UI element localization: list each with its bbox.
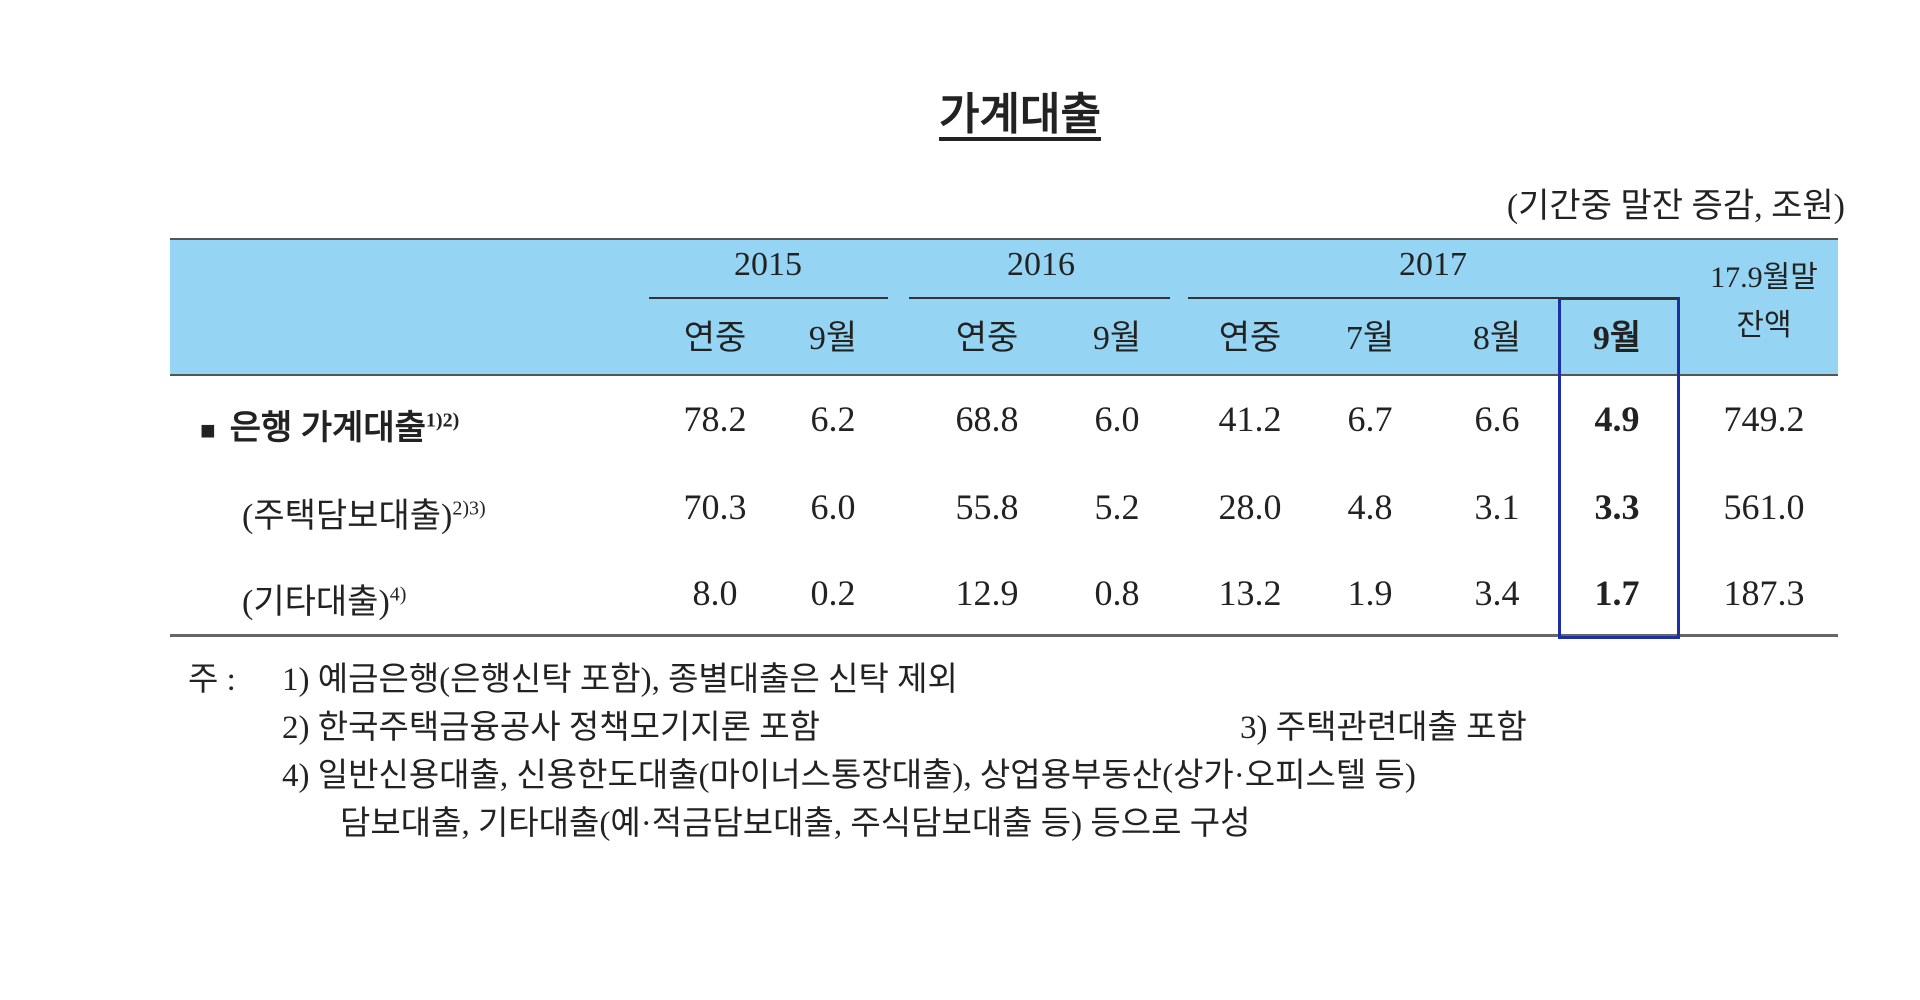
cell: 28.0 xyxy=(1218,487,1282,527)
sub-header: 9월 xyxy=(1592,320,1642,357)
cell: 3.4 xyxy=(1474,573,1520,613)
cell: 4.8 xyxy=(1347,487,1393,527)
sub-header: 연중 xyxy=(1218,320,1282,357)
footnote-ref: 2)3) xyxy=(452,497,486,520)
cell: 6.6 xyxy=(1474,399,1520,439)
cell: 561.0 xyxy=(1723,487,1805,527)
footnote-ref: 1)2) xyxy=(425,409,460,432)
cell: 6.0 xyxy=(1094,399,1140,439)
title: 가계대출 xyxy=(939,90,1101,139)
sub-header: 7월 xyxy=(1345,320,1395,357)
header-underline xyxy=(649,297,888,299)
bullet: ■ xyxy=(200,416,216,445)
cell: 68.8 xyxy=(955,399,1019,439)
label-text: 은행 가계대출 xyxy=(229,410,426,447)
sub-header: 9월 xyxy=(1092,320,1142,357)
balance-header: 17.9월말 xyxy=(1710,261,1818,294)
header-underline xyxy=(1188,297,1678,299)
row-label: (주택담보대출)2)3) xyxy=(242,488,486,537)
cell: 78.2 xyxy=(683,399,747,439)
cell: 187.3 xyxy=(1723,573,1805,613)
table-rule xyxy=(170,634,1838,637)
sub-header: 8월 xyxy=(1472,320,1522,357)
note: 3) 주택관련대출 포함 xyxy=(1240,710,1527,746)
sub-header: 9월 xyxy=(808,320,858,357)
row-label: (기타대출)4) xyxy=(242,574,406,623)
sub-header: 연중 xyxy=(683,320,747,357)
unit-note: (기간중 말잔 증감, 조원) xyxy=(1506,188,1845,225)
cell: 55.8 xyxy=(955,487,1019,527)
year-header: 2016 xyxy=(1007,246,1075,283)
cell: 0.2 xyxy=(810,573,856,613)
cell: 5.2 xyxy=(1094,487,1140,527)
cell: 1.7 xyxy=(1594,573,1640,613)
cell: 749.2 xyxy=(1723,399,1805,439)
cell: 70.3 xyxy=(683,487,747,527)
cell: 6.2 xyxy=(810,399,856,439)
cell: 6.7 xyxy=(1347,399,1393,439)
note: 4) 일반신용대출, 신용한도대출(마이너스통장대출), 상업용부동산(상가·오… xyxy=(282,758,1416,794)
cell: 4.9 xyxy=(1594,399,1640,439)
label-text: (주택담보대출) xyxy=(242,498,453,535)
cell: 12.9 xyxy=(955,573,1019,613)
cell: 8.0 xyxy=(692,573,738,613)
sub-header: 연중 xyxy=(955,320,1019,357)
year-header: 2017 xyxy=(1399,246,1467,283)
cell: 41.2 xyxy=(1218,399,1282,439)
cell: 3.3 xyxy=(1594,487,1640,527)
footnote-ref: 4) xyxy=(389,583,407,606)
cell: 6.0 xyxy=(810,487,856,527)
cell: 1.9 xyxy=(1347,573,1393,613)
note: 1) 예금은행(은행신탁 포함), 종별대출은 신탁 제외 xyxy=(282,662,958,698)
header-underline xyxy=(909,297,1170,299)
label-text: (기타대출) xyxy=(242,584,390,621)
cell: 0.8 xyxy=(1094,573,1140,613)
notes-prefix: 주 : xyxy=(188,662,236,698)
row-label: ■ 은행 가계대출1)2) xyxy=(200,400,459,449)
note: 2) 한국주택금융공사 정책모기지론 포함 xyxy=(282,710,820,746)
note: 담보대출, 기타대출(예·적금담보대출, 주식담보대출 등) 등으로 구성 xyxy=(340,806,1251,842)
cell: 13.2 xyxy=(1218,573,1282,613)
balance-header: 잔액 xyxy=(1736,309,1792,342)
year-header: 2015 xyxy=(734,246,802,283)
cell: 3.1 xyxy=(1474,487,1520,527)
